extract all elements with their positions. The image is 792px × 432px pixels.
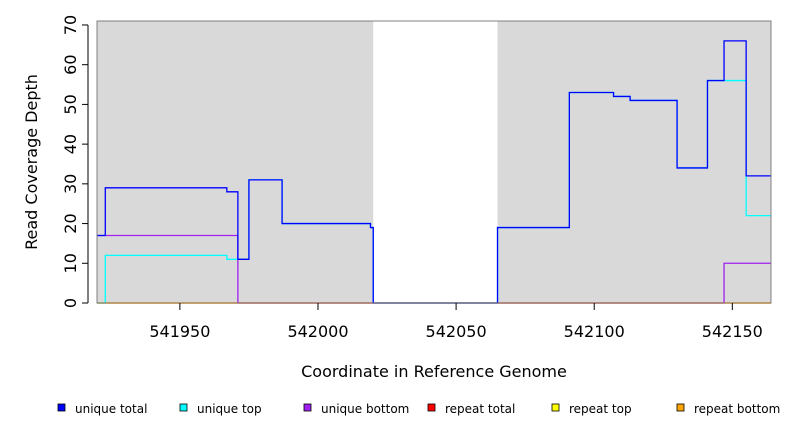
- y-tick-label: 40: [61, 134, 80, 154]
- legend-label-repeat-total: repeat total: [445, 402, 515, 416]
- legend-swatch-repeat-top: [551, 403, 560, 412]
- legend: unique total unique top unique bottom repea…: [57, 402, 780, 416]
- shaded-region-2: [497, 21, 771, 303]
- y-axis: 0 10 20 30 40 50 60 70: [61, 15, 89, 308]
- x-tick-label: 542150: [702, 322, 763, 341]
- plot-frame: [96, 20, 772, 304]
- x-axis-title: Coordinate in Reference Genome: [301, 362, 567, 381]
- shaded-region-1: [97, 21, 374, 303]
- x-tick-label: 542050: [426, 322, 487, 341]
- legend-label-repeat-bottom: repeat bottom: [694, 402, 780, 416]
- legend-label-unique-total: unique total: [75, 402, 147, 416]
- legend-swatch-repeat-bottom: [676, 403, 685, 412]
- x-axis: 541950 542000 542050 542100 542150: [149, 303, 763, 341]
- legend-label-unique-bottom: unique bottom: [321, 402, 409, 416]
- y-tick-label: 30: [61, 174, 80, 194]
- legend-swatch-unique-total: [57, 403, 66, 412]
- y-tick-label: 20: [61, 213, 80, 233]
- legend-label-unique-top: unique top: [197, 402, 262, 416]
- y-tick-label: 70: [61, 15, 80, 35]
- legend-label-repeat-top: repeat top: [569, 402, 632, 416]
- y-tick-label: 60: [61, 55, 80, 75]
- x-tick-label: 542000: [287, 322, 348, 341]
- y-tick-label: 10: [61, 253, 80, 273]
- plot-background: [97, 21, 771, 303]
- y-tick-label: 0: [61, 298, 80, 308]
- legend-swatch-unique-bottom: [303, 403, 312, 412]
- legend-swatch-repeat-total: [427, 403, 436, 412]
- x-tick-label: 542100: [564, 322, 625, 341]
- x-tick-label: 541950: [149, 322, 210, 341]
- y-axis-title: Read Coverage Depth: [22, 74, 41, 250]
- y-tick-label: 50: [61, 94, 80, 114]
- legend-swatch-unique-top: [179, 403, 188, 412]
